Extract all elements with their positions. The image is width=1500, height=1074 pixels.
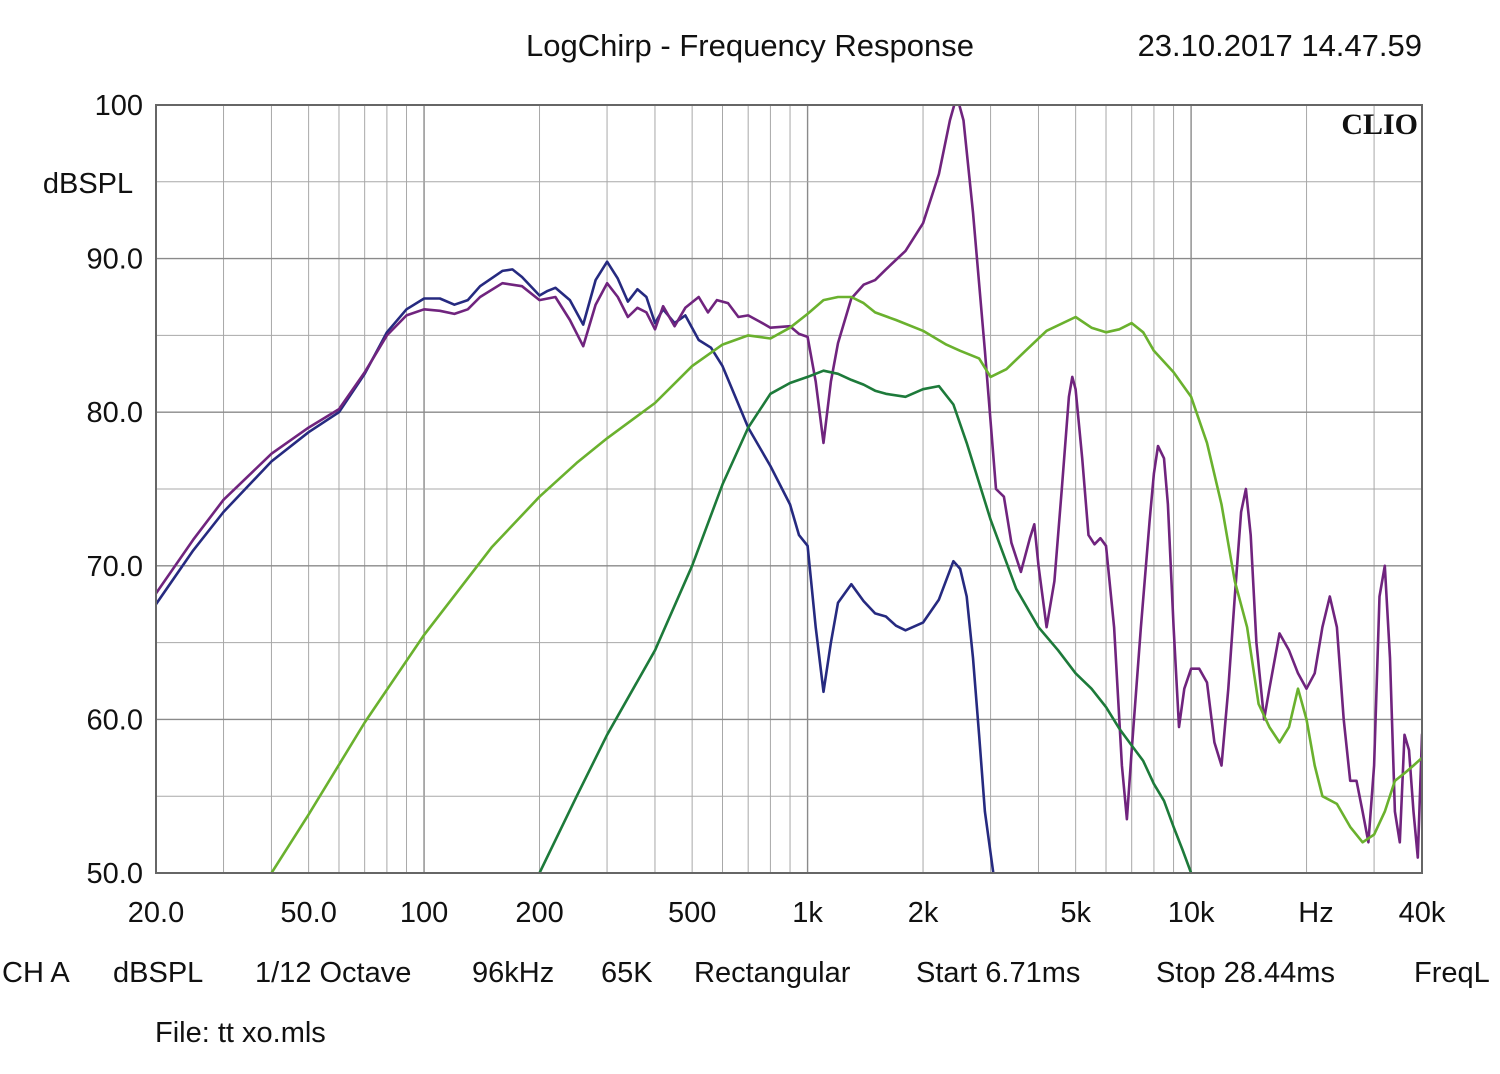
- footer-size: 65K: [601, 957, 653, 989]
- y-axis-unit-label: dBSPL: [43, 168, 133, 200]
- x-tick-label: 200: [515, 897, 563, 929]
- y-tick-label: 90.0: [87, 244, 143, 276]
- x-tick-label: 100: [400, 897, 448, 929]
- x-tick-label: 5k: [1060, 897, 1091, 929]
- footer-info: CH A dBSPL 1/12 Octave 96kHz 65K Rectang…: [2, 957, 1490, 1049]
- footer-channel: CH A: [2, 957, 70, 989]
- series-line-system: [156, 105, 1422, 859]
- footer-extra: FreqL: [1414, 957, 1490, 989]
- footer-sample-rate: 96kHz: [472, 957, 554, 989]
- x-tick-label: 40k: [1399, 897, 1446, 929]
- x-axis-unit-label: Hz: [1298, 897, 1333, 929]
- footer-start: Start 6.71ms: [916, 957, 1080, 989]
- series-group: [156, 105, 1422, 873]
- x-tick-label: 20.0: [128, 897, 184, 929]
- footer-file: File: tt xo.mls: [155, 1017, 326, 1049]
- footer-window: Rectangular: [694, 957, 851, 989]
- chart-title: LogChirp - Frequency Response: [526, 28, 974, 63]
- series-line-midrange: [538, 369, 1193, 873]
- y-tick-label: 100: [95, 90, 143, 122]
- x-tick-label: 2k: [908, 897, 939, 929]
- y-tick-label: 50.0: [87, 858, 143, 890]
- y-tick-label: 80.0: [87, 397, 143, 429]
- axis-ticks: 20.0 50.0 100 200 500 1k 2k 5k 10k 40k 100 90.0 80.0…: [87, 90, 1446, 929]
- footer-smoothing: 1/12 Octave: [255, 957, 411, 989]
- y-tick-label: 60.0: [87, 704, 143, 736]
- footer-unit: dBSPL: [113, 957, 203, 989]
- x-tick-label: 50.0: [280, 897, 336, 929]
- brand-logo: CLIO: [1341, 108, 1418, 141]
- plot-frame: [155, 104, 1423, 874]
- series-line-tweeter: [270, 295, 1422, 873]
- timestamp: 23.10.2017 14.47.59: [1138, 28, 1422, 63]
- footer-stop: Stop 28.44ms: [1156, 957, 1335, 989]
- x-tick-label: 1k: [792, 897, 823, 929]
- x-tick-label: 500: [668, 897, 716, 929]
- x-tick-label: 10k: [1168, 897, 1215, 929]
- y-tick-label: 70.0: [87, 551, 143, 583]
